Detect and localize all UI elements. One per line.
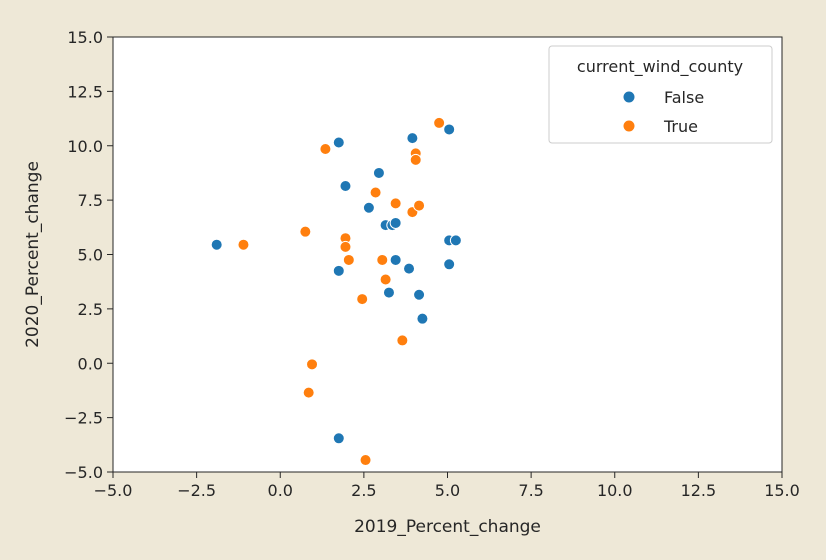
data-point-true: [409, 153, 422, 166]
legend-label-true: True: [663, 117, 698, 136]
x-tick-label: 0.0: [268, 481, 293, 500]
legend-title: current_wind_county: [577, 57, 743, 77]
data-point-true: [302, 386, 315, 399]
data-point-true: [342, 253, 355, 266]
data-point-true: [299, 225, 312, 238]
x-tick-label: −5.0: [94, 481, 133, 500]
y-axis-label: 2020_Percent_change: [23, 161, 43, 348]
data-point-false: [443, 258, 456, 271]
data-point-true: [396, 334, 409, 347]
y-tick-label: 7.5: [78, 191, 103, 210]
data-point-true: [339, 240, 352, 253]
data-point-false: [389, 253, 402, 266]
x-tick-label: 2.5: [351, 481, 376, 500]
data-point-false: [443, 123, 456, 136]
data-point-false: [416, 312, 429, 325]
data-point-true: [369, 186, 382, 199]
data-point-false: [403, 262, 416, 275]
data-point-true: [379, 273, 392, 286]
data-point-false: [406, 132, 419, 145]
y-tick-label: 12.5: [67, 82, 103, 101]
data-point-false: [449, 234, 462, 247]
data-point-true: [356, 293, 369, 306]
data-point-true: [306, 358, 319, 371]
data-point-true: [376, 253, 389, 266]
data-point-false: [413, 288, 426, 301]
legend-marker-false: [622, 90, 636, 104]
data-point-false: [362, 201, 375, 214]
data-point-true: [413, 199, 426, 212]
data-point-false: [382, 286, 395, 299]
x-tick-label: 12.5: [681, 481, 717, 500]
x-tick-label: 7.5: [518, 481, 543, 500]
data-point-true: [433, 116, 446, 129]
y-axis-ticks: −5.0 −2.5 0.0 2.5 5.0 7.5 10.0 12.5 15.0: [64, 28, 113, 482]
x-tick-label: −2.5: [177, 481, 216, 500]
x-axis-ticks: −5.0 −2.5 0.0 2.5 5.0 7.5 10.0 12.5 15.0: [94, 472, 800, 500]
data-point-true: [389, 197, 402, 210]
data-point-true: [237, 238, 250, 251]
x-axis-label: 2019_Percent_change: [354, 517, 541, 537]
x-tick-label: 10.0: [597, 481, 633, 500]
y-tick-label: 0.0: [78, 354, 103, 373]
x-tick-label: 15.0: [764, 481, 800, 500]
y-tick-label: 5.0: [78, 246, 103, 265]
data-point-true: [319, 143, 332, 156]
x-tick-label: 5.0: [435, 481, 460, 500]
legend-marker-true: [622, 119, 636, 133]
data-point-false: [372, 166, 385, 179]
y-tick-label: 2.5: [78, 300, 103, 319]
data-point-false: [332, 264, 345, 277]
y-tick-label: 10.0: [67, 137, 103, 156]
y-tick-label: −2.5: [64, 409, 103, 428]
y-tick-label: 15.0: [67, 28, 103, 47]
data-points: [210, 116, 462, 467]
data-point-false: [332, 432, 345, 445]
y-tick-label: −5.0: [64, 463, 103, 482]
data-point-false: [332, 136, 345, 149]
data-point-false: [389, 216, 402, 229]
legend-box: [548, 45, 773, 144]
legend: current_wind_county False True: [548, 45, 773, 144]
legend-label-false: False: [664, 88, 704, 107]
data-point-false: [210, 238, 223, 251]
data-point-false: [339, 179, 352, 192]
data-point-true: [359, 454, 372, 467]
